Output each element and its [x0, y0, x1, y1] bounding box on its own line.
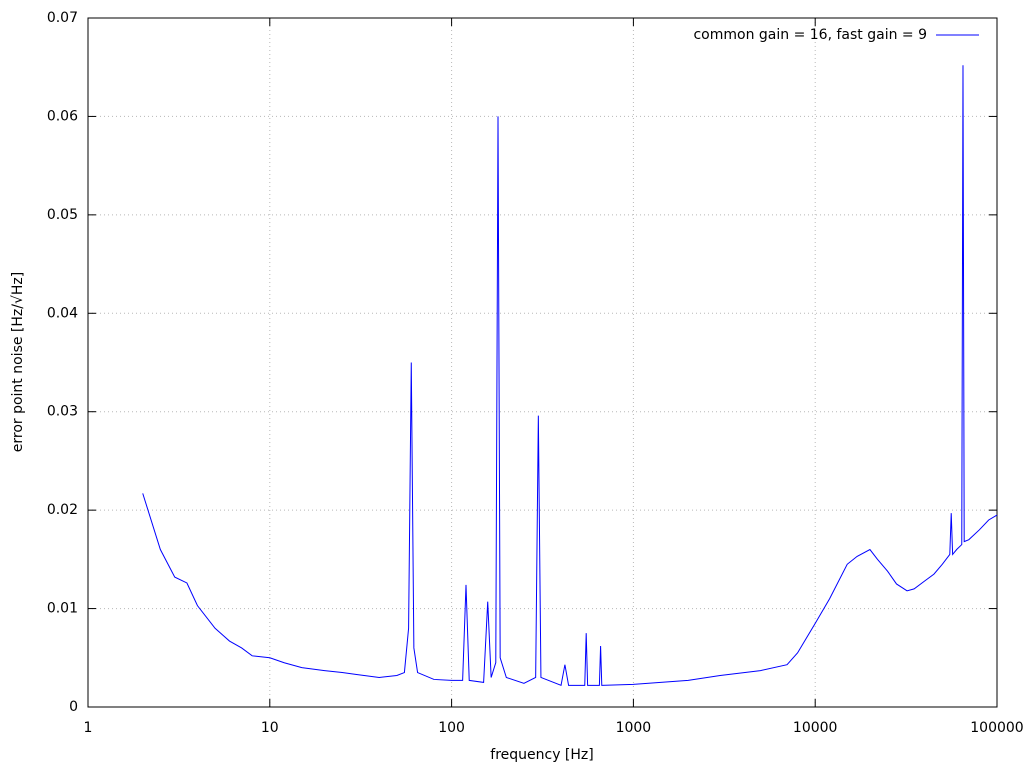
y-tick-label: 0.03 [47, 404, 78, 420]
x-tick-label: 1000 [616, 720, 652, 736]
y-tick-label: 0.06 [47, 108, 78, 124]
x-tick-label: 10 [261, 720, 279, 736]
x-axis-label: frequency [Hz] [490, 747, 593, 763]
y-tick-label: 0.05 [47, 207, 78, 223]
y-tick-label: 0.01 [47, 601, 78, 617]
x-tick-label: 100000 [970, 720, 1023, 736]
plot-border [87, 17, 998, 708]
y-tick-label: 0 [69, 699, 78, 715]
x-tick-label: 100 [438, 720, 465, 736]
legend-label: common gain = 16, fast gain = 9 [693, 27, 927, 43]
y-tick-label: 0.04 [47, 305, 78, 321]
y-axis-label: error point noise [Hz/√Hz] [10, 272, 26, 453]
y-tick-label: 0.02 [47, 502, 78, 518]
x-tick-label: 1 [84, 720, 93, 736]
x-tick-label: 10000 [793, 720, 838, 736]
y-tick-label: 0.07 [47, 10, 78, 26]
data-line [142, 65, 998, 687]
